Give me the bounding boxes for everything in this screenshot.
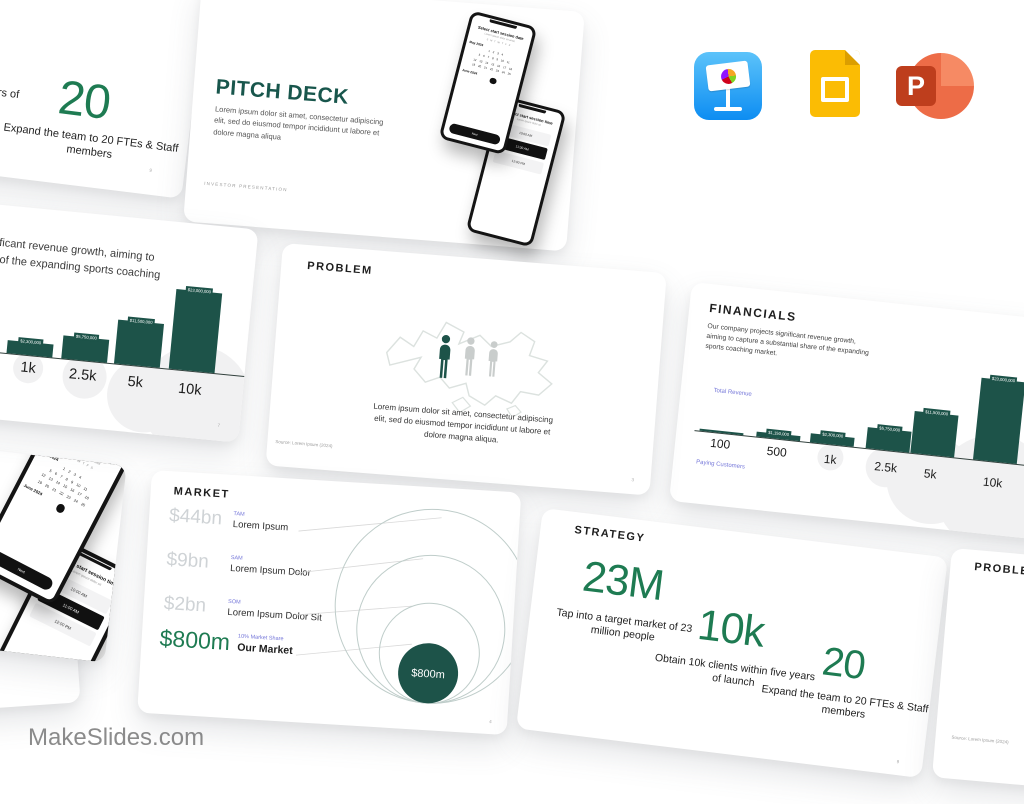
page-number: 9 (896, 759, 900, 765)
slide-problem-bottom-partial: PROBLEM Source: Lorem Ipsum (2024) (931, 548, 1024, 804)
person-icon (488, 341, 498, 377)
source-note: Source: Lorem Ipsum (2024) (275, 439, 333, 449)
financials-title: FINANCIALS (708, 300, 798, 325)
stat-clients-caption: Obtain 10k clients within five years of … (0, 67, 20, 102)
bar-5k (910, 410, 959, 458)
pitch-deck-footer: INVESTOR PRESENTATION (204, 180, 288, 193)
stat-team: 20 (819, 639, 868, 689)
slide-market: MARKET $44bn TAM Lorem Ipsum $9bn SAM Lo… (137, 470, 522, 736)
google-slides-fold-cover (845, 50, 860, 65)
strategy-title: STRATEGY (573, 524, 646, 545)
person-icon-highlighted (439, 334, 451, 379)
stat-market-caption: Tap into a target market of 23 million p… (555, 606, 693, 644)
stat-market: 23M (580, 552, 666, 611)
page-number: 4 (489, 719, 492, 725)
slide-financials: FINANCIALS Our company projects signific… (669, 282, 1024, 543)
source-note: Source: Lorem Ipsum (2024) (951, 734, 1009, 745)
bar-10k (168, 289, 223, 374)
page-number: 3 (631, 477, 635, 483)
problem-title: PROBLEM (306, 259, 374, 278)
page-number: 9 (149, 167, 153, 173)
market-concentric-circles: $800m (295, 508, 522, 704)
stat-team: 20 (55, 71, 113, 131)
keynote-podium-stem-icon (726, 88, 730, 108)
slide-strategy: STRATEGY 23M Tap into a target market of… (515, 508, 948, 779)
slide-strategy-top-partial: 10k Obtain 10k clients within five years… (0, 0, 216, 199)
financials-intro: Our company projects significant revenue… (704, 322, 870, 358)
pitch-deck-body: Lorem ipsum dolor sit amet, consectetur … (212, 104, 384, 142)
bar-10k (973, 377, 1024, 464)
x-axis-tick: 1k (19, 359, 37, 377)
slide-financials-left-partial: Our company projects significant revenue… (0, 198, 259, 443)
calendar-next-button[interactable]: Next (448, 122, 502, 146)
keynote-podium-base-icon (714, 107, 742, 111)
slide-pitch-deck-cover: PITCH DECK Lorem ipsum dolor sit amet, c… (183, 0, 585, 252)
keynote-board-icon (705, 60, 751, 92)
calendar-next-button[interactable]: Next (0, 548, 55, 593)
phone-notch (73, 428, 108, 449)
google-slides-frame-icon (821, 77, 849, 102)
calendar-selected-date[interactable] (489, 76, 497, 85)
person-icon (464, 337, 475, 376)
x-axis-tick: 100 (709, 435, 731, 452)
problem-title: PROBLEM (973, 561, 1024, 579)
slide-problem: PROBLEM Lorem ipsum dolor sit amet, cons… (265, 243, 667, 496)
x-axis-label: Paying Customers (695, 459, 746, 471)
stat-team-caption: Expand the team to 20 FTEs & Staff membe… (760, 683, 930, 721)
x-axis-tick: 1k (823, 451, 838, 468)
google-slides-app-icon[interactable] (810, 50, 860, 117)
site-name-watermark[interactable]: MakeSlides.com (28, 724, 205, 751)
bar-5k (113, 319, 164, 368)
page-number: 7 (217, 422, 221, 428)
map-outline (385, 321, 553, 419)
our-market-bubble (398, 643, 459, 704)
slide-phones-partial: Select start session date Lorem ipsum do… (0, 408, 127, 663)
x-axis-tick: 500 (766, 443, 788, 460)
keynote-pie-chart-icon (719, 67, 737, 85)
our-market-bubble-label: $800m (411, 667, 445, 681)
powerpoint-letter-icon: P (896, 66, 936, 106)
keynote-app-icon[interactable] (694, 52, 762, 120)
financials-intro: Our company projects significant revenue… (0, 224, 161, 281)
stat-clients: 10k (695, 600, 767, 657)
y-axis-label: Total Revenue (713, 387, 753, 398)
powerpoint-app-icon[interactable]: P (896, 50, 974, 122)
